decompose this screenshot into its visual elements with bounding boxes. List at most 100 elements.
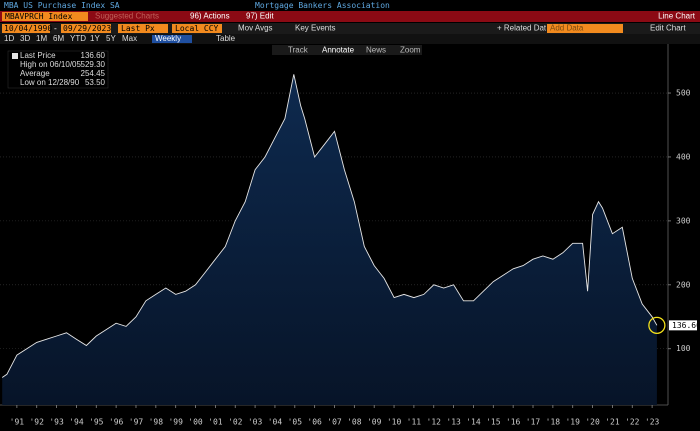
line <box>1 74 658 378</box>
highlight-circle <box>648 316 666 334</box>
period-button[interactable]: 3D <box>20 34 30 43</box>
y-tick-label: 400 <box>676 152 691 161</box>
ticker[interactable]: MBAVPRCH Index <box>5 12 73 21</box>
last-price-label: 136.60 <box>672 321 700 330</box>
x-tick-label: '02 <box>228 418 243 427</box>
y-tick-label: 200 <box>676 280 691 289</box>
x-tick-label: '94 <box>69 418 84 427</box>
start-box[interactable] <box>2 24 50 33</box>
tool-button[interactable]: News <box>366 46 386 55</box>
period-buttons: 1D 3D 1M 6M YTD 1Y 5Y Max <box>4 34 137 43</box>
legend-value: 254.45 <box>81 69 106 78</box>
x-tick-label: '06 <box>307 418 322 427</box>
end-box[interactable] <box>61 24 111 33</box>
x-tick-label: '04 <box>268 418 283 427</box>
x-tick-label: '12 <box>427 418 442 427</box>
period-button[interactable]: 6M <box>53 34 64 43</box>
x-tick-label: '09 <box>367 418 382 427</box>
add-data[interactable]: Add Data <box>550 24 584 33</box>
actions-menu[interactable]: 96) Actions <box>190 12 230 21</box>
x-tick-label: '07 <box>327 418 342 427</box>
frequency-box[interactable] <box>152 35 192 43</box>
x-tick-label: '96 <box>109 418 124 427</box>
x-tick-label: '15 <box>486 418 501 427</box>
add-data-box[interactable] <box>547 24 623 33</box>
legend-swatch <box>12 53 18 59</box>
legend-label: Low on 12/28/90 <box>20 78 80 87</box>
command-bar <box>0 11 700 22</box>
x-tick-label: '05 <box>288 418 303 427</box>
tool-button[interactable]: Zoom <box>400 46 421 55</box>
chart-kind: Line Chart <box>658 12 696 21</box>
related-data[interactable]: + Related Dat <box>497 24 547 33</box>
period-button[interactable]: 5Y <box>106 34 116 43</box>
title-bar <box>0 0 700 11</box>
security-title: MBA US Purchase Index SA <box>4 1 120 10</box>
legend-value: 136.60 <box>81 51 106 60</box>
legend-value: 53.50 <box>85 78 106 87</box>
x-tick-label: '93 <box>49 418 64 427</box>
legend-label: Average <box>20 69 50 78</box>
x-tick-label: '11 <box>407 418 422 427</box>
legend-label: High on 06/10/05 <box>20 60 81 69</box>
x-tick-label: '99 <box>168 418 183 427</box>
table-button[interactable]: Table <box>216 34 236 43</box>
x-tick-label: '20 <box>585 418 600 427</box>
date-separator: - <box>53 24 58 33</box>
source: Mortgage Bankers Association <box>255 1 390 10</box>
x-tick-label: '14 <box>466 418 481 427</box>
x-tick-label: '95 <box>89 418 104 427</box>
area <box>2 74 657 406</box>
x-tick-label: '00 <box>188 418 203 427</box>
period-button[interactable]: 1M <box>36 34 47 43</box>
edit-chart[interactable]: Edit Chart <box>650 24 686 33</box>
end-date[interactable]: 09/29/2023 <box>63 24 111 33</box>
x-tick-label: '91 <box>10 418 25 427</box>
x-tick-label: '21 <box>605 418 620 427</box>
tool-button[interactable]: Annotate <box>322 46 355 55</box>
last-price-tag <box>669 320 697 331</box>
x-tick-label: '03 <box>248 418 263 427</box>
x-tick-label: '16 <box>506 418 521 427</box>
ccy-box[interactable] <box>172 24 222 33</box>
chart-toolbar <box>272 45 422 55</box>
legend-value: 529.30 <box>81 60 106 69</box>
y-tick-label: 100 <box>676 344 691 353</box>
legend-label: Last Price <box>20 51 56 60</box>
x-tick-label: '92 <box>29 418 44 427</box>
suggested-charts[interactable]: Suggested Charts <box>95 12 159 21</box>
key-events[interactable]: Key Events <box>295 24 335 33</box>
start-date[interactable]: 10/04/1990 <box>4 24 52 33</box>
y-tick-label: 300 <box>676 216 691 225</box>
x-tick-label: '98 <box>149 418 164 427</box>
tool-button[interactable]: Track <box>288 46 309 55</box>
y-tick-label: 500 <box>676 89 691 98</box>
period-button[interactable]: Max <box>122 34 137 43</box>
x-tick-label: '17 <box>526 418 541 427</box>
x-tick-label: '23 <box>645 418 660 427</box>
plot: 100 200 300 400 500 '91 '92 '93 '94 '95 '96 '97 '98 '… <box>0 74 700 427</box>
period-button[interactable]: 1Y <box>90 34 100 43</box>
x-tick-label: '10 <box>387 418 402 427</box>
period-button[interactable]: YTD <box>70 34 86 43</box>
ticker-box[interactable] <box>2 12 88 21</box>
x-tick-label: '18 <box>546 418 561 427</box>
tools: Track Annotate News Zoom <box>288 46 421 55</box>
x-tick-label: '22 <box>625 418 640 427</box>
currency[interactable]: Local CCY <box>175 24 219 33</box>
price-field[interactable]: Last Px <box>121 24 155 33</box>
legend-box <box>7 50 109 89</box>
x-tick-label: '13 <box>446 418 461 427</box>
x-tick-label: '97 <box>129 418 144 427</box>
x-tick-label: '19 <box>565 418 580 427</box>
edit-menu[interactable]: 97) Edit <box>246 12 274 21</box>
x-tick-label: '01 <box>208 418 223 427</box>
frequency[interactable]: Weekly <box>155 34 181 43</box>
period-bar <box>0 34 700 44</box>
mov-avgs[interactable]: Mov Avgs <box>238 24 273 33</box>
field-box[interactable] <box>118 24 168 33</box>
period-button[interactable]: 1D <box>4 34 14 43</box>
controls-bar <box>0 23 700 34</box>
